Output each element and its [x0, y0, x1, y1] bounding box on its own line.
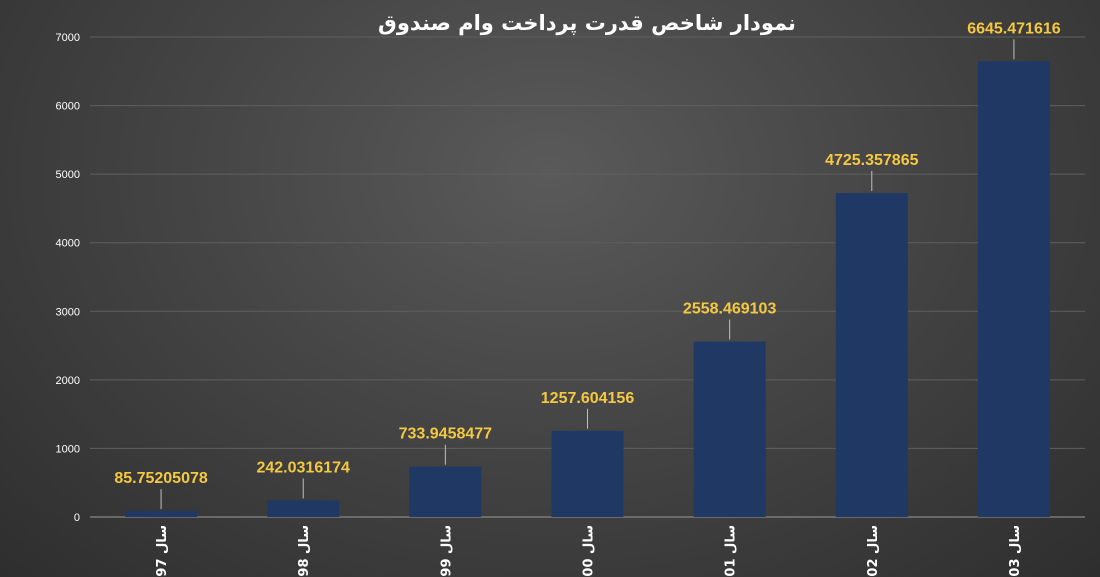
x-tick-label: سال 1402 [866, 525, 881, 577]
bar [125, 511, 198, 517]
leader-lines [160, 39, 1015, 510]
data-labels: 85.75205078 242.0316174 733.9458477 1257.60… [114, 20, 1060, 487]
x-tick-label: سال 1400 [582, 525, 597, 577]
y-axis-ticks: 0 1000 2000 3000 4000 5000 6000 7000 [56, 32, 80, 524]
bars [125, 61, 1050, 517]
y-tick-label: 6000 [56, 101, 80, 113]
y-tick-label: 1000 [56, 443, 80, 455]
y-tick-label: 2000 [56, 375, 80, 387]
x-tick-label: سال 1397 [155, 525, 170, 577]
gridlines [90, 36, 1085, 518]
y-tick-label: 7000 [56, 32, 80, 44]
bar [835, 192, 908, 517]
data-label: 1257.604156 [541, 390, 635, 407]
bar [409, 466, 482, 517]
data-label: 4725.357865 [825, 152, 919, 169]
x-axis-ticks: سال 1397 سال 1398 سال 1399 سال 1400 سال 1401… [155, 525, 1023, 577]
x-tick-label: سال 1398 [297, 525, 312, 577]
bar [693, 341, 766, 517]
x-tick-label: سال 1403 [1008, 525, 1023, 577]
data-label: 85.75205078 [114, 470, 208, 487]
x-tick-label: سال 1399 [439, 525, 454, 577]
chart-title: نمودار شاخص قدرت پرداخت وام صندوق [378, 11, 796, 35]
data-label: 733.9458477 [399, 426, 493, 443]
y-tick-label: 4000 [56, 238, 80, 250]
x-tick-label: سال 1401 [724, 525, 739, 577]
bar [977, 61, 1050, 517]
data-label: 6645.471616 [967, 20, 1061, 37]
bar [551, 430, 624, 517]
data-label: 242.0316174 [256, 459, 350, 476]
data-label: 2558.469103 [683, 301, 777, 318]
y-tick-label: 5000 [56, 169, 80, 181]
y-tick-label: 3000 [56, 306, 80, 318]
bar [267, 500, 340, 517]
y-tick-label: 0 [74, 512, 80, 524]
